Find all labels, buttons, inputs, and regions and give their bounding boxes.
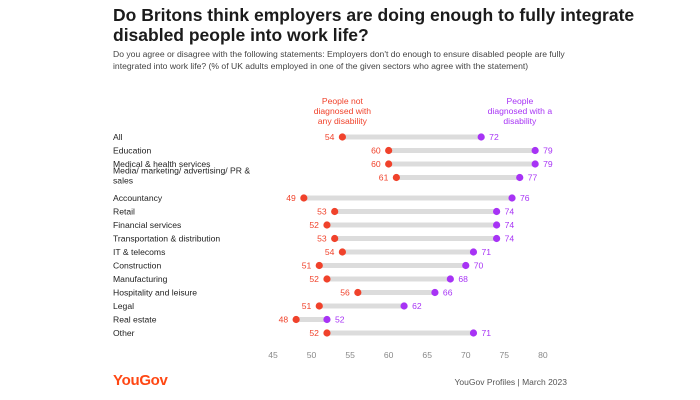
value-label-diagnosed: 62	[412, 301, 422, 311]
value-label-not-diagnosed: 51	[302, 261, 312, 271]
series-label-diagnosed: diagnosed with a	[488, 106, 553, 116]
point-diagnosed	[469, 248, 478, 256]
value-label-diagnosed: 72	[489, 132, 499, 142]
value-label-diagnosed: 68	[458, 274, 468, 284]
point-not-diagnosed	[292, 315, 300, 324]
point-diagnosed	[462, 261, 470, 270]
point-diagnosed	[323, 315, 331, 324]
point-not-diagnosed	[338, 248, 346, 256]
value-label-not-diagnosed: 53	[317, 207, 327, 217]
value-label-not-diagnosed: 56	[340, 288, 350, 298]
value-label-diagnosed: 79	[543, 159, 553, 169]
value-label-diagnosed: 77	[528, 173, 538, 183]
point-not-diagnosed	[331, 207, 339, 216]
point-not-diagnosed	[385, 146, 393, 155]
point-not-diagnosed	[338, 133, 346, 141]
point-not-diagnosed	[354, 288, 362, 297]
category-label: Hospitality and leisure	[113, 288, 197, 298]
series-label-diagnosed: disability	[503, 116, 537, 126]
value-label-diagnosed: 71	[481, 247, 491, 257]
value-label-diagnosed: 74	[505, 207, 515, 217]
category-label: Media/ marketing/ advertising/ PR &	[113, 166, 250, 176]
value-label-not-diagnosed: 52	[309, 220, 319, 230]
category-label: Medical & health services	[113, 159, 210, 169]
page-title: Do Britons think employers are doing eno…	[113, 5, 635, 45]
value-label-diagnosed: 79	[543, 146, 553, 156]
point-diagnosed	[516, 173, 524, 182]
category-label: sales	[113, 176, 133, 186]
x-tick-label: 45	[268, 350, 278, 360]
category-label: IT & telecoms	[113, 247, 165, 257]
point-diagnosed	[531, 160, 539, 168]
value-label-diagnosed: 66	[443, 288, 453, 298]
category-label: Financial services	[113, 220, 181, 230]
value-label-not-diagnosed: 51	[302, 301, 312, 311]
value-label-diagnosed: 76	[520, 193, 530, 203]
series-label-not-diagnosed: any disability	[318, 116, 368, 126]
category-label: All	[113, 132, 123, 142]
point-diagnosed	[400, 302, 408, 310]
x-tick-label: 70	[461, 350, 471, 360]
value-label-not-diagnosed: 61	[379, 173, 389, 183]
yougov-logo: YouGov	[113, 372, 168, 389]
point-not-diagnosed	[323, 221, 331, 229]
category-label: Accountancy	[113, 193, 163, 203]
point-not-diagnosed	[331, 234, 339, 243]
x-tick-label: 65	[422, 350, 432, 360]
value-label-diagnosed: 52	[335, 315, 345, 325]
value-label-diagnosed: 70	[474, 261, 484, 271]
category-label: Retail	[113, 207, 135, 217]
point-not-diagnosed	[300, 194, 308, 202]
point-not-diagnosed	[315, 261, 323, 270]
point-diagnosed	[431, 288, 439, 297]
point-not-diagnosed	[315, 302, 323, 310]
page-subtitle: Do you agree or disagree with the follow…	[113, 49, 565, 71]
x-tick-label: 55	[345, 350, 355, 360]
point-not-diagnosed	[323, 329, 331, 337]
series-label-not-diagnosed: People not	[322, 96, 364, 106]
category-label: Construction	[113, 261, 161, 271]
value-label-not-diagnosed: 52	[309, 328, 319, 338]
category-label: Education	[113, 146, 151, 156]
category-label: Legal	[113, 301, 134, 311]
value-label-not-diagnosed: 60	[371, 159, 381, 169]
series-label-diagnosed: People	[507, 96, 534, 106]
point-diagnosed	[493, 221, 501, 229]
value-label-not-diagnosed: 48	[279, 315, 289, 325]
point-diagnosed	[508, 194, 516, 202]
value-label-not-diagnosed: 49	[286, 193, 296, 203]
point-diagnosed	[493, 234, 501, 243]
category-label: Other	[113, 328, 135, 338]
value-label-diagnosed: 71	[481, 328, 491, 338]
value-label-not-diagnosed: 54	[325, 132, 335, 142]
category-label: Real estate	[113, 315, 157, 325]
x-tick-label: 80	[538, 350, 548, 360]
value-label-not-diagnosed: 53	[317, 234, 327, 244]
value-label-not-diagnosed: 54	[325, 247, 335, 257]
point-not-diagnosed	[392, 173, 400, 182]
point-diagnosed	[469, 329, 478, 337]
point-diagnosed	[493, 207, 501, 216]
x-tick-label: 60	[384, 350, 394, 360]
series-label-not-diagnosed: diagnosed with	[314, 106, 372, 116]
point-not-diagnosed	[385, 160, 393, 168]
x-tick-label: 75	[500, 350, 510, 360]
point-diagnosed	[446, 275, 454, 283]
category-label: Transportation & distribution	[113, 234, 220, 244]
value-label-diagnosed: 74	[505, 234, 515, 244]
value-label-not-diagnosed: 60	[371, 146, 381, 156]
point-diagnosed	[531, 146, 539, 155]
value-label-diagnosed: 74	[505, 220, 515, 230]
point-diagnosed	[477, 133, 485, 141]
source-note: YouGov Profiles | March 2023	[454, 377, 567, 387]
category-label: Manufacturing	[113, 274, 168, 284]
value-label-not-diagnosed: 52	[309, 274, 319, 284]
point-not-diagnosed	[323, 275, 331, 283]
x-tick-label: 50	[307, 350, 317, 360]
